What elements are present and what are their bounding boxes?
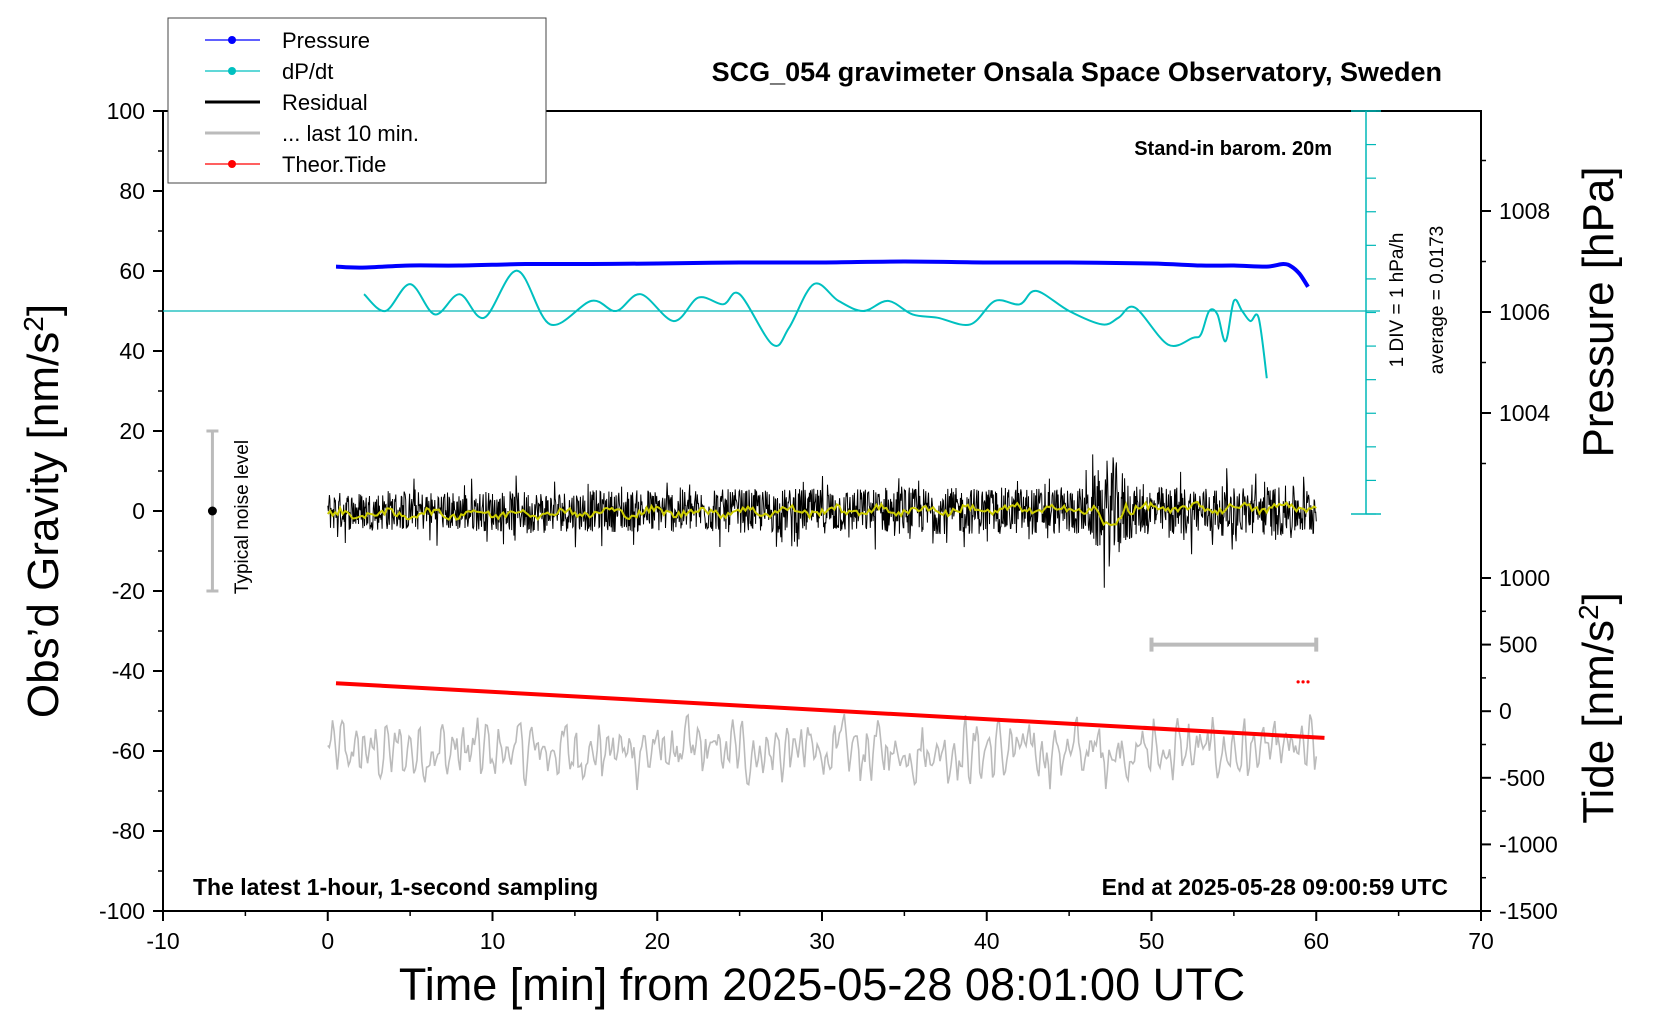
legend-label: Pressure — [282, 28, 370, 53]
legend-swatch-marker — [228, 67, 236, 75]
pressure-tick-label: 1004 — [1499, 400, 1550, 426]
legend-label: dP/dt — [282, 59, 333, 84]
series-residual-smoothed — [327, 500, 1317, 527]
x-tick-label: 40 — [974, 928, 1000, 954]
series-layer — [163, 259, 1380, 791]
dpdt-scale-axis — [1351, 110, 1381, 515]
tide-tick-label: 1000 — [1499, 565, 1550, 591]
y-axis-label-tide-text: Tide [nm/s — [1574, 620, 1623, 824]
y-tick-label: 20 — [119, 418, 145, 444]
y-axis-label-pressure: Pressure [hPa] — [1574, 166, 1623, 457]
y-axis-label-tide: Tide [nm/s2] — [1573, 592, 1624, 824]
tide-marker-dot — [1306, 680, 1310, 684]
pressure-tick-label: 1006 — [1499, 299, 1550, 325]
chart-title: SCG_054 gravimeter Onsala Space Observat… — [712, 57, 1442, 87]
series-pressure — [335, 259, 1310, 288]
legend-swatch-marker — [228, 160, 236, 168]
legend-label: Theor.Tide — [282, 152, 386, 177]
legend-item: Residual — [205, 90, 368, 115]
tide-marker-dot — [1296, 680, 1300, 684]
legend-label: ... last 10 min. — [282, 121, 419, 146]
legend: Pressure dP/dt Residual ... last 10 min. The… — [167, 17, 547, 184]
noise-level-label: Typical noise level — [232, 440, 253, 594]
average-note: average = 0.0173 — [1427, 226, 1448, 374]
tide-tick-label: -500 — [1499, 765, 1545, 791]
y-tick-label: 60 — [119, 258, 145, 284]
y-tick-label: 0 — [132, 498, 145, 524]
barometer-note: Stand-in barom. 20m — [1134, 138, 1332, 160]
x-tick-label: 20 — [644, 928, 670, 954]
x-tick-label: 0 — [321, 928, 334, 954]
legend-item: Pressure — [205, 28, 370, 53]
series-theor-tide — [335, 681, 1325, 740]
noise-bar-center — [207, 506, 217, 516]
end-time-note: End at 2025-05-28 09:00:59 UTC — [1102, 874, 1448, 900]
y-axis-gravity: -100 -80 -60 -40 -20 0 20 40 60 80 100 — [99, 98, 163, 924]
div-scale-note: 1 DIV = 1 hPa/h — [1387, 233, 1408, 368]
x-axis-label: Time [min] from 2025-05-28 08:01:00 UTC — [399, 959, 1245, 1010]
y-tick-label: 40 — [119, 338, 145, 364]
y-axis-label-gravity: Obs’d Gravity [nm/s2] — [18, 304, 69, 718]
x-axis: -10 0 10 20 30 40 50 60 70 — [146, 911, 1494, 954]
x-tick-label: 70 — [1468, 928, 1494, 954]
pressure-tick-label: 1008 — [1499, 198, 1550, 224]
tide-tick-label: 500 — [1499, 632, 1537, 658]
x-tick-label: 60 — [1303, 928, 1329, 954]
x-tick-label: 10 — [480, 928, 506, 954]
y-axis-label-gravity-text: Obs’d Gravity [nm/s — [19, 332, 68, 718]
legend-label: Residual — [282, 90, 368, 115]
series-dpdt — [363, 269, 1268, 379]
y-tick-label: 80 — [119, 178, 145, 204]
sampling-note: The latest 1-hour, 1-second sampling — [193, 874, 598, 900]
y-axis-label-tide-sup: 2 — [1573, 604, 1604, 620]
y-tick-label: -60 — [112, 738, 145, 764]
y-tick-label: 100 — [107, 98, 145, 124]
y-tick-label: -100 — [99, 898, 145, 924]
legend-item: Theor.Tide — [205, 152, 386, 177]
x-tick-label: 50 — [1139, 928, 1165, 954]
series-residual — [327, 454, 1317, 588]
legend-swatch-marker — [228, 36, 236, 44]
series-last-10-min — [327, 713, 1318, 791]
y-tick-label: -40 — [112, 658, 145, 684]
y-axis-pressure: 1004 1006 1008 — [1481, 159, 1550, 465]
x-tick-label: 30 — [809, 928, 835, 954]
y-axis-tide: -1500 -1000 -500 0 500 1000 — [1481, 565, 1558, 924]
tide-tick-label: -1500 — [1499, 898, 1558, 924]
y-tick-label: -80 — [112, 818, 145, 844]
x-tick-label: -10 — [146, 928, 179, 954]
y-tick-label: -20 — [112, 578, 145, 604]
tide-marker-dot — [1301, 680, 1305, 684]
tide-tick-label: 0 — [1499, 698, 1512, 724]
tide-tick-label: -1000 — [1499, 831, 1558, 857]
legend-item: dP/dt — [205, 59, 333, 84]
y-axis-label-tide-end: ] — [1574, 592, 1623, 604]
y-axis-label-gravity-end: ] — [19, 304, 68, 316]
legend-item: ... last 10 min. — [205, 121, 419, 146]
y-axis-label-gravity-sup: 2 — [18, 316, 49, 332]
